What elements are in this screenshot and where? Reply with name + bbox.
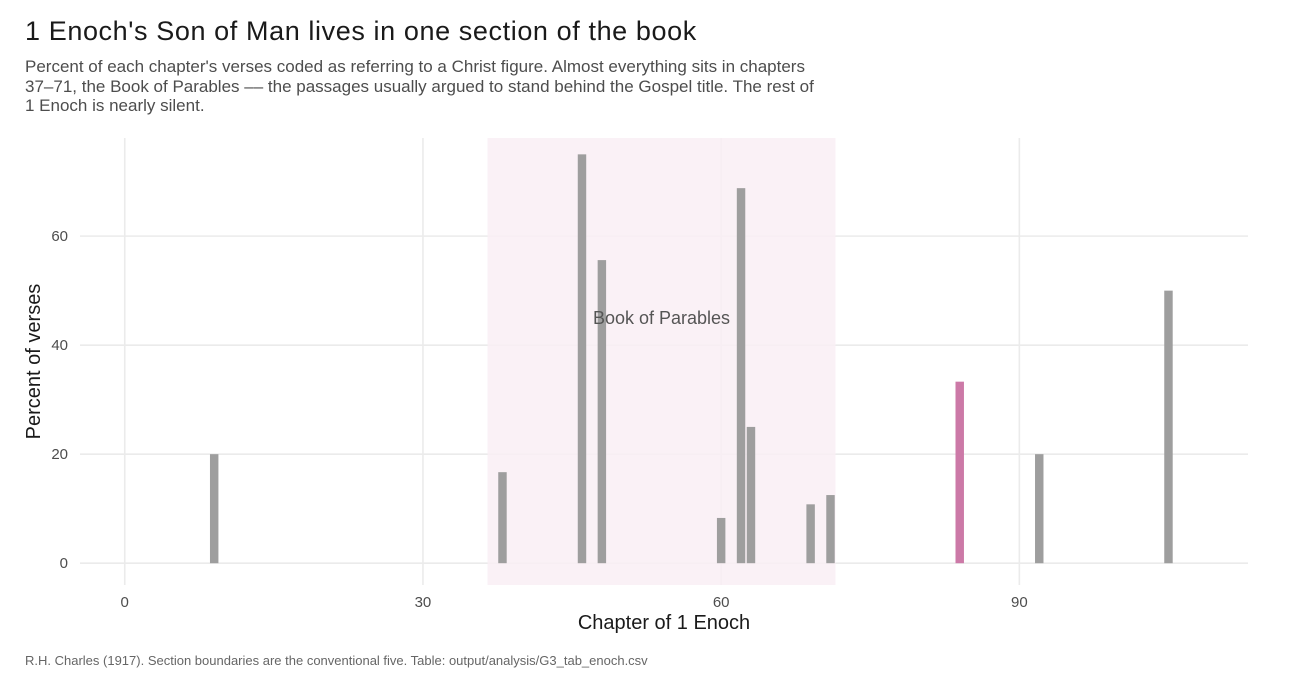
chart-subtitle: Percent of each chapter's verses coded a… xyxy=(25,57,814,115)
bar-chapter-48 xyxy=(597,260,607,564)
bar-chapter-46 xyxy=(577,154,587,564)
bars xyxy=(209,154,1173,564)
chart-title: 1 Enoch's Son of Man lives in one sectio… xyxy=(25,16,697,46)
x-axis-title: Chapter of 1 Enoch xyxy=(578,612,750,634)
bar-chapter-38 xyxy=(498,472,507,564)
y-tick-label: 20 xyxy=(51,446,68,463)
bar-chapter-105 xyxy=(1164,290,1173,564)
x-tick-label: 0 xyxy=(121,594,129,611)
y-tick-label: 60 xyxy=(51,228,68,245)
bar-chapter-84 xyxy=(955,381,964,564)
y-tick-label: 0 xyxy=(60,555,68,572)
x-tick-label: 60 xyxy=(713,594,730,611)
bar-chapter-69 xyxy=(806,504,815,564)
region-label: Book of Parables xyxy=(593,308,730,328)
y-tick-label: 40 xyxy=(51,337,68,354)
book-of-parables-region xyxy=(487,138,836,585)
chart-caption: R.H. Charles (1917). Section boundaries … xyxy=(25,653,648,668)
y-axis-title: Percent of verses xyxy=(23,284,45,440)
bar-chapter-9 xyxy=(209,454,219,564)
x-tick-label: 90 xyxy=(1011,594,1028,611)
bar-chapter-62 xyxy=(736,188,746,564)
bar-chapter-92 xyxy=(1035,454,1044,564)
bar-chapter-63 xyxy=(746,426,756,564)
tick-labels: 0 30 60 90 0 20 40 60 xyxy=(51,228,1027,611)
bar-chapter-71 xyxy=(826,495,835,564)
bar-chapter-60 xyxy=(716,517,726,564)
x-tick-label: 30 xyxy=(415,594,432,611)
